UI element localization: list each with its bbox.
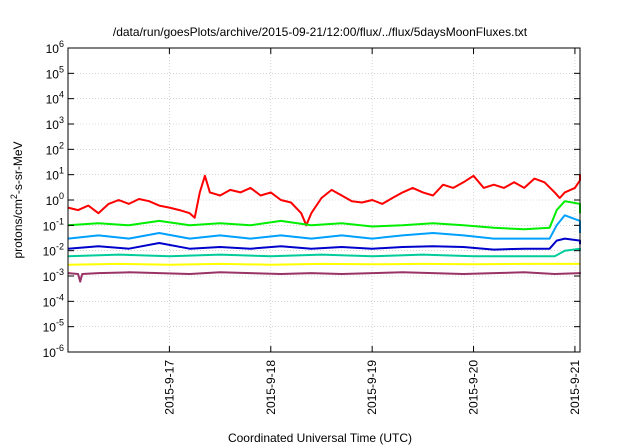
x-tick-labels: 2015-9-17 2015-9-18 2015-9-19 2015-9-20 2015… xyxy=(162,360,582,415)
grid xyxy=(68,48,580,352)
x-tick-label: 2015-9-17 xyxy=(162,360,176,415)
x-tick-label: 2015-9-18 xyxy=(264,360,278,415)
x-tick-label: 2015-9-20 xyxy=(467,360,481,415)
series-line-6 xyxy=(67,262,580,266)
y-tick-label: 10-4 xyxy=(43,292,64,309)
chart-title: /data/run/goesPlots/archive/2015-09-21/1… xyxy=(113,25,528,39)
series-line-2 xyxy=(67,200,581,231)
y-tick-label: 10-6 xyxy=(43,343,64,360)
x-tick-label: 2015-9-21 xyxy=(568,360,582,415)
y-tick-label: 100 xyxy=(46,191,64,208)
series-line-5 xyxy=(67,247,581,258)
y-tick-label: 103 xyxy=(46,115,64,132)
y-tick-label: 101 xyxy=(46,166,64,183)
y-tick-labels: 10-6 10-5 10-4 10-3 10-2 10-1 100 101 102 103 104 1… xyxy=(43,39,64,360)
x-axis-label: Coordinated Universal Time (UTC) xyxy=(228,431,412,445)
series-line-4 xyxy=(67,237,581,251)
y-tick-label: 10-2 xyxy=(43,242,64,259)
y-tick-label: 10-5 xyxy=(43,318,64,335)
y-tick-label: 105 xyxy=(46,64,64,81)
ticks xyxy=(68,47,580,353)
series-line-3 xyxy=(67,214,581,240)
y-tick-label: 106 xyxy=(46,39,64,56)
y-tick-label: 102 xyxy=(46,140,64,157)
series-line-7 xyxy=(67,271,581,283)
y-tick-label: 10-1 xyxy=(43,216,64,233)
series-group xyxy=(67,173,581,283)
y-axis-label: protons/cm2-s-sr-MeV xyxy=(9,141,25,258)
series-line-1 xyxy=(67,173,581,227)
x-tick-label: 2015-9-19 xyxy=(365,360,379,415)
y-tick-label: 10-3 xyxy=(43,267,64,284)
y-tick-label: 104 xyxy=(46,90,64,107)
